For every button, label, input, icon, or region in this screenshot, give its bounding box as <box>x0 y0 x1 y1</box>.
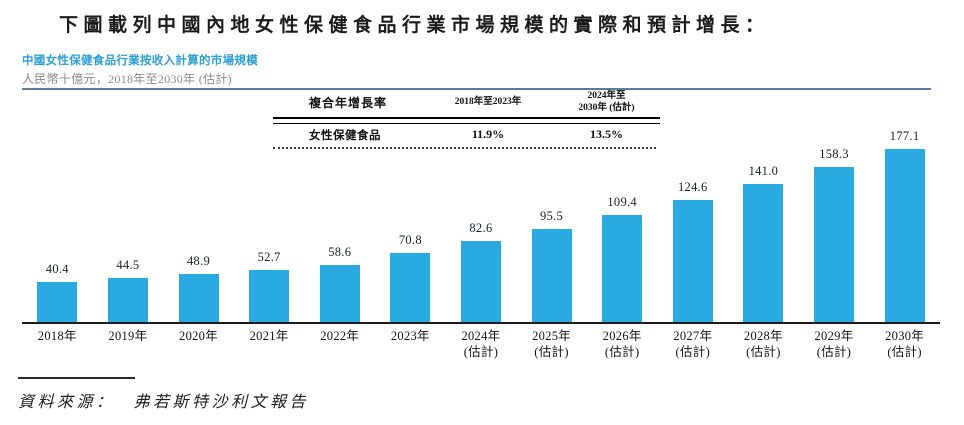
bar-column-2030年: 177.1 <box>869 128 940 322</box>
chart-x-axis-labels: 2018年 2019年 2020年 2021年 2022年 2023年 2024年 (估計) 2… <box>22 324 940 360</box>
cagr-table-data-row: 女性保健食品 11.9% 13.5% <box>273 124 660 147</box>
x-axis-label-2024年: 2024年 (估計) <box>461 329 501 359</box>
bar-value-label: 158.3 <box>819 147 849 161</box>
cagr-period1-value: 11.9% <box>471 127 505 142</box>
bar-2019年 <box>107 278 148 322</box>
cagr-metric-header: 複合年增長率 <box>309 96 388 111</box>
cagr-period2-value: 13.5% <box>590 127 623 142</box>
figure-subtitle: 人民幣十億元，2018年至2030年 (估計) <box>22 72 232 86</box>
page-title: 下圖載列中國內地女性保健食品行業市場規模的實際和預計增長： <box>59 15 770 36</box>
source-text: 弗若斯特沙利文報告 <box>133 394 310 411</box>
market-size-bar-chart: 40.4 44.5 48.9 52.7 58.6 70.8 82.6 95.5 109.4 124… <box>22 128 940 360</box>
table-header-double-rule <box>273 116 660 124</box>
x-axis-label-2029年: 2029年 (估計) <box>814 329 854 359</box>
x-axis-label-2026年: 2026年 (估計) <box>602 329 642 359</box>
bar-column-2022年: 58.6 <box>304 128 375 322</box>
cagr-period1-header: 2018年至2023年 <box>454 96 522 107</box>
source-divider-line <box>18 377 135 379</box>
bar-column-2025年: 95.5 <box>516 128 587 322</box>
bar-value-label: 48.9 <box>186 254 211 268</box>
bar-2020年 <box>178 274 219 322</box>
bar-2026年 <box>602 215 643 322</box>
x-axis-label-2021年: 2021年 <box>249 329 289 343</box>
bar-2027年 <box>672 200 713 322</box>
bar-value-label: 109.4 <box>607 195 637 209</box>
bar-2025年 <box>531 229 572 322</box>
figure-top-rule <box>22 88 931 90</box>
bar-2023年 <box>390 253 431 322</box>
bar-column-2028年: 141.0 <box>728 128 799 322</box>
bar-value-label: 177.1 <box>889 129 920 143</box>
chart-plot-area: 40.4 44.5 48.9 52.7 58.6 70.8 82.6 95.5 109.4 124… <box>22 128 940 324</box>
bar-column-2019年: 44.5 <box>93 128 164 322</box>
cagr-period2-line1: 2024年至 <box>587 91 626 101</box>
x-axis-label-2023年: 2023年 <box>390 329 430 343</box>
bar-2029年 <box>814 167 854 322</box>
bar-value-label: 52.7 <box>257 250 281 264</box>
bar-value-label: 124.6 <box>677 180 708 194</box>
cagr-table-header-row: 複合年增長率 2018年至2023年 2024年至 2030年 (估計) <box>273 91 660 115</box>
bar-value-label: 141.0 <box>748 164 779 178</box>
bar-column-2021年: 52.7 <box>234 128 305 322</box>
x-axis-label-2025年: 2025年 (估計) <box>532 329 572 359</box>
figure-heading: 中國女性保健食品行業按收入計算的市場規模 <box>22 55 258 67</box>
bar-column-2024年: 82.6 <box>446 128 517 322</box>
cagr-table: 複合年增長率 2018年至2023年 2024年至 2030年 (估計) 女性保… <box>273 91 660 149</box>
bar-value-label: 95.5 <box>540 209 564 223</box>
source-label: 資料來源： <box>18 394 116 411</box>
bar-2030年 <box>884 149 925 322</box>
bar-column-2026年: 109.4 <box>587 128 658 322</box>
table-bottom-dotted-rule <box>273 146 656 149</box>
bar-2028年 <box>743 184 784 322</box>
x-axis-label-2030年: 2030年 (估計) <box>885 329 925 359</box>
cagr-period2-header: 2024年至 2030年 (估計) <box>553 91 660 115</box>
bar-2018年 <box>37 282 78 322</box>
bar-value-label: 44.5 <box>116 258 140 272</box>
bar-2022年 <box>319 265 360 322</box>
bar-2021年 <box>249 270 290 322</box>
bar-2024年 <box>460 241 501 322</box>
cagr-row-label: 女性保健食品 <box>309 129 381 142</box>
x-axis-label-2022年: 2022年 <box>320 329 360 343</box>
bar-value-label: 40.4 <box>45 262 69 276</box>
source-note: 資料來源： 弗若斯特沙利文報告 <box>18 388 309 412</box>
cagr-period2-line2: 2030年 (估計) <box>578 102 635 113</box>
bar-column-2027年: 124.6 <box>657 128 728 322</box>
x-axis-label-2027年: 2027年 (估計) <box>673 329 713 359</box>
bar-value-label: 70.8 <box>398 233 422 247</box>
bar-column-2018年: 40.4 <box>22 128 93 322</box>
x-axis-label-2020年: 2020年 <box>179 329 219 343</box>
x-axis-label-2028年: 2028年 (估計) <box>743 329 783 359</box>
x-axis-label-2018年: 2018年 <box>37 329 77 343</box>
bar-column-2029年: 158.3 <box>799 128 870 322</box>
bar-value-label: 58.6 <box>328 245 352 259</box>
bar-column-2023年: 70.8 <box>375 128 446 322</box>
x-axis-label-2019年: 2019年 <box>108 329 148 343</box>
bar-value-label: 82.6 <box>469 221 493 235</box>
bar-column-2020年: 48.9 <box>163 128 234 322</box>
